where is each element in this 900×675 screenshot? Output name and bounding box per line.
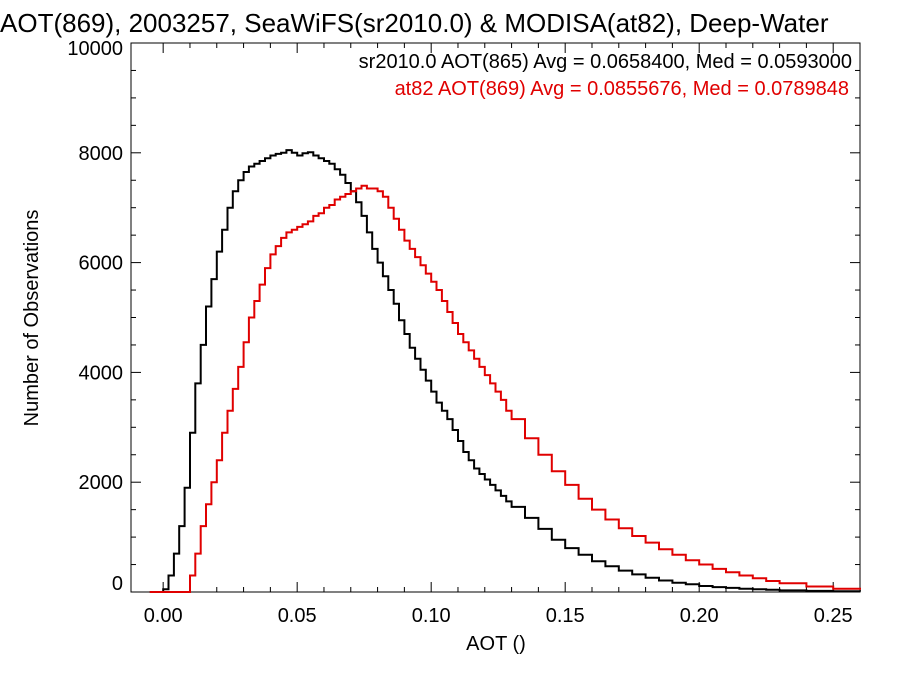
- y-tick-label: 6000: [79, 253, 124, 275]
- x-tick-label: 0.00: [144, 605, 183, 627]
- x-tick-label: 0.15: [546, 605, 585, 627]
- chart-title: AOT(869), 2003257, SeaWiFS(sr2010.0) & M…: [0, 8, 829, 38]
- series-line-black: [149, 149, 861, 593]
- y-tick-label: 10000: [67, 38, 123, 60]
- x-axis-ticks: [162, 43, 834, 592]
- y-axis-tick-labels: 0 2000 4000 6000 8000 10000: [67, 38, 123, 595]
- annotation-red-stats: at82 AOT(869) Avg = 0.0855676, Med = 0.0…: [395, 78, 849, 100]
- annotation-black-stats: sr2010.0 AOT(865) Avg = 0.0658400, Med =…: [359, 51, 852, 73]
- y-tick-label: 2000: [79, 472, 124, 494]
- x-tick-label: 0.05: [278, 605, 317, 627]
- x-tick-label: 0.10: [412, 605, 451, 627]
- series-group: [149, 149, 861, 593]
- plot-frame: [130, 42, 861, 593]
- x-axis-tick-labels: 0.00 0.05 0.10 0.15 0.20 0.25: [144, 605, 853, 627]
- y-axis-label: Number of Observations: [21, 210, 43, 427]
- x-tick-label: 0.25: [814, 605, 853, 627]
- x-axis-label: AOT (): [466, 633, 526, 655]
- y-tick-label: 8000: [79, 143, 124, 165]
- series-line-red: [149, 184, 861, 593]
- y-tick-label: 0: [112, 573, 123, 595]
- y-tick-label: 4000: [79, 362, 124, 384]
- x-tick-label: 0.20: [680, 605, 719, 627]
- y-axis-ticks: [131, 42, 860, 593]
